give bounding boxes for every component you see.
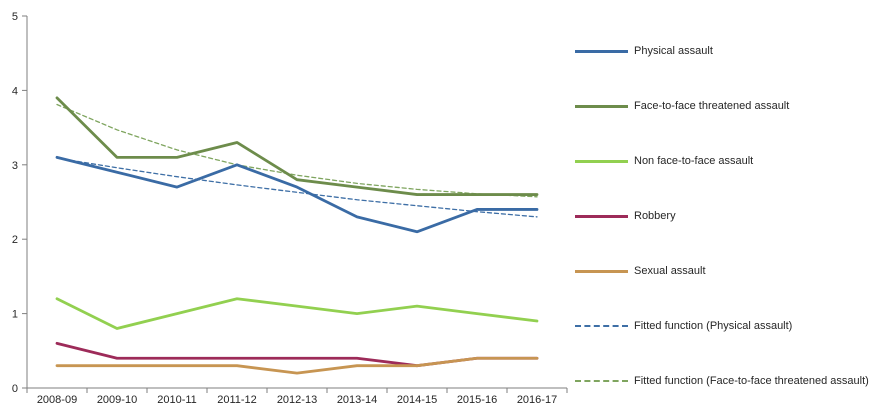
- legend-swatch-fitted-face-to-face-threatened-assault: [575, 380, 628, 382]
- legend-item-face-to-face-threatened-assault: Face-to-face threatened assault: [575, 98, 789, 114]
- x-tick-label: 2010-11: [157, 394, 197, 406]
- legend-swatch-fitted-physical-assault: [575, 325, 628, 327]
- legend-label-non-face-to-face-assault: Non face-to-face assault: [634, 155, 754, 167]
- legend-item-sexual-assault: Sexual assault: [575, 263, 706, 279]
- chart-legend: Physical assault Face-to-face threatened …: [575, 0, 869, 416]
- x-tick-label: 2009-10: [97, 394, 137, 406]
- y-tick-label: 2: [12, 234, 18, 246]
- y-tick-label: 3: [12, 160, 18, 172]
- x-tick-label: 2008-09: [37, 394, 77, 406]
- x-tick-label: 2016-17: [517, 394, 557, 406]
- legend-swatch-non-face-to-face-assault: [575, 159, 628, 163]
- series-line-fitted-face-to-face-threatened-assault: [56, 103, 538, 198]
- legend-item-physical-assault: Physical assault: [575, 43, 713, 59]
- legend-label-face-to-face-threatened-assault: Face-to-face threatened assault: [634, 100, 790, 112]
- legend-label-fitted-face-to-face-threatened-assault: Fitted function (Face-to-face threatened…: [634, 375, 869, 387]
- series-line-physical-assault: [55, 155, 539, 234]
- legend-swatch-face-to-face-threatened-assault: [575, 104, 628, 108]
- legend-swatch-robbery: [575, 214, 628, 218]
- legend-label-robbery: Robbery: [634, 210, 676, 222]
- legend-label-fitted-physical-assault: Fitted function (Physical assault): [634, 320, 793, 332]
- y-tick-label: 5: [12, 11, 18, 23]
- legend-label-physical-assault: Physical assault: [634, 45, 713, 57]
- legend-swatch-physical-assault: [575, 49, 628, 53]
- legend-swatch-sexual-assault: [575, 269, 628, 273]
- legend-label-sexual-assault: Sexual assault: [634, 265, 706, 277]
- series-line-robbery: [55, 341, 539, 368]
- legend-item-non-face-to-face-assault: Non face-to-face assault: [575, 153, 753, 169]
- x-tick-label: 2013-14: [337, 394, 377, 406]
- x-tick-label: 2015-16: [457, 394, 497, 406]
- x-tick-label: 2014-15: [397, 394, 437, 406]
- legend-item-robbery: Robbery: [575, 208, 676, 224]
- series-line-sexual-assault: [55, 356, 539, 375]
- y-tick-label: 0: [12, 383, 18, 395]
- series-line-non-face-to-face-assault: [55, 297, 539, 330]
- legend-item-fitted-face-to-face-threatened-assault: Fitted function (Face-to-face threatened…: [575, 373, 869, 389]
- x-tick-label: 2012-13: [277, 394, 317, 406]
- series-line-fitted-physical-assault: [56, 157, 538, 218]
- y-tick-label: 4: [12, 85, 18, 97]
- x-tick-label: 2011-12: [217, 394, 257, 406]
- y-tick-label: 1: [12, 309, 18, 321]
- legend-item-fitted-physical-assault: Fitted function (Physical assault): [575, 318, 792, 334]
- plot-area: 0 1 2 3 4 5 2008-09 2009-10 2010-11 2011-12 2012-1…: [12, 11, 568, 406]
- series-line-face-to-face-threatened-assault: [55, 96, 539, 196]
